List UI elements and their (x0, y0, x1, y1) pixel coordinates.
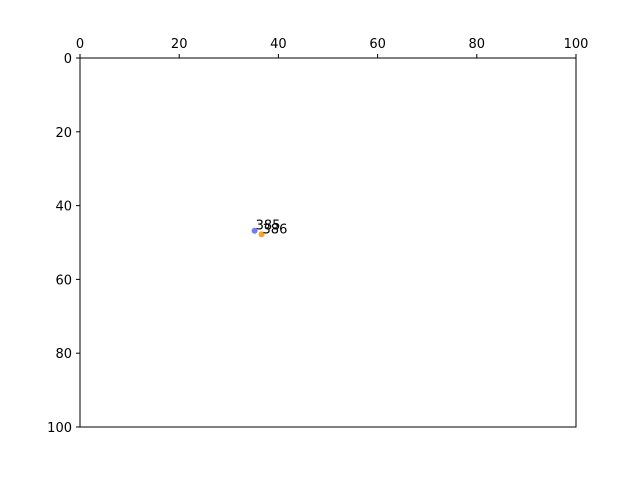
x-tick-label: 80 (469, 37, 486, 52)
x-axis: 0 20 40 60 80 100 (76, 37, 589, 58)
y-tick-label: 0 (64, 52, 72, 67)
x-tick-label: 40 (270, 37, 287, 52)
x-tick-label: 0 (76, 37, 84, 52)
x-tick-label: 60 (369, 37, 386, 52)
data-point-386 (258, 231, 265, 238)
x-tick-label: 20 (171, 37, 188, 52)
y-tick-label: 40 (55, 200, 72, 215)
plot-frame (79, 57, 577, 428)
y-axis: 0 20 40 60 80 100 (47, 52, 80, 436)
y-tick-label: 60 (55, 273, 72, 288)
x-tick-label: 100 (564, 37, 589, 52)
point-label-386: 386 (263, 222, 288, 237)
point-label-385: 385 (256, 219, 281, 234)
y-tick-label: 100 (47, 421, 72, 436)
y-tick-label: 20 (55, 126, 72, 141)
y-tick-label: 80 (55, 347, 72, 362)
data-point-385 (251, 227, 258, 234)
